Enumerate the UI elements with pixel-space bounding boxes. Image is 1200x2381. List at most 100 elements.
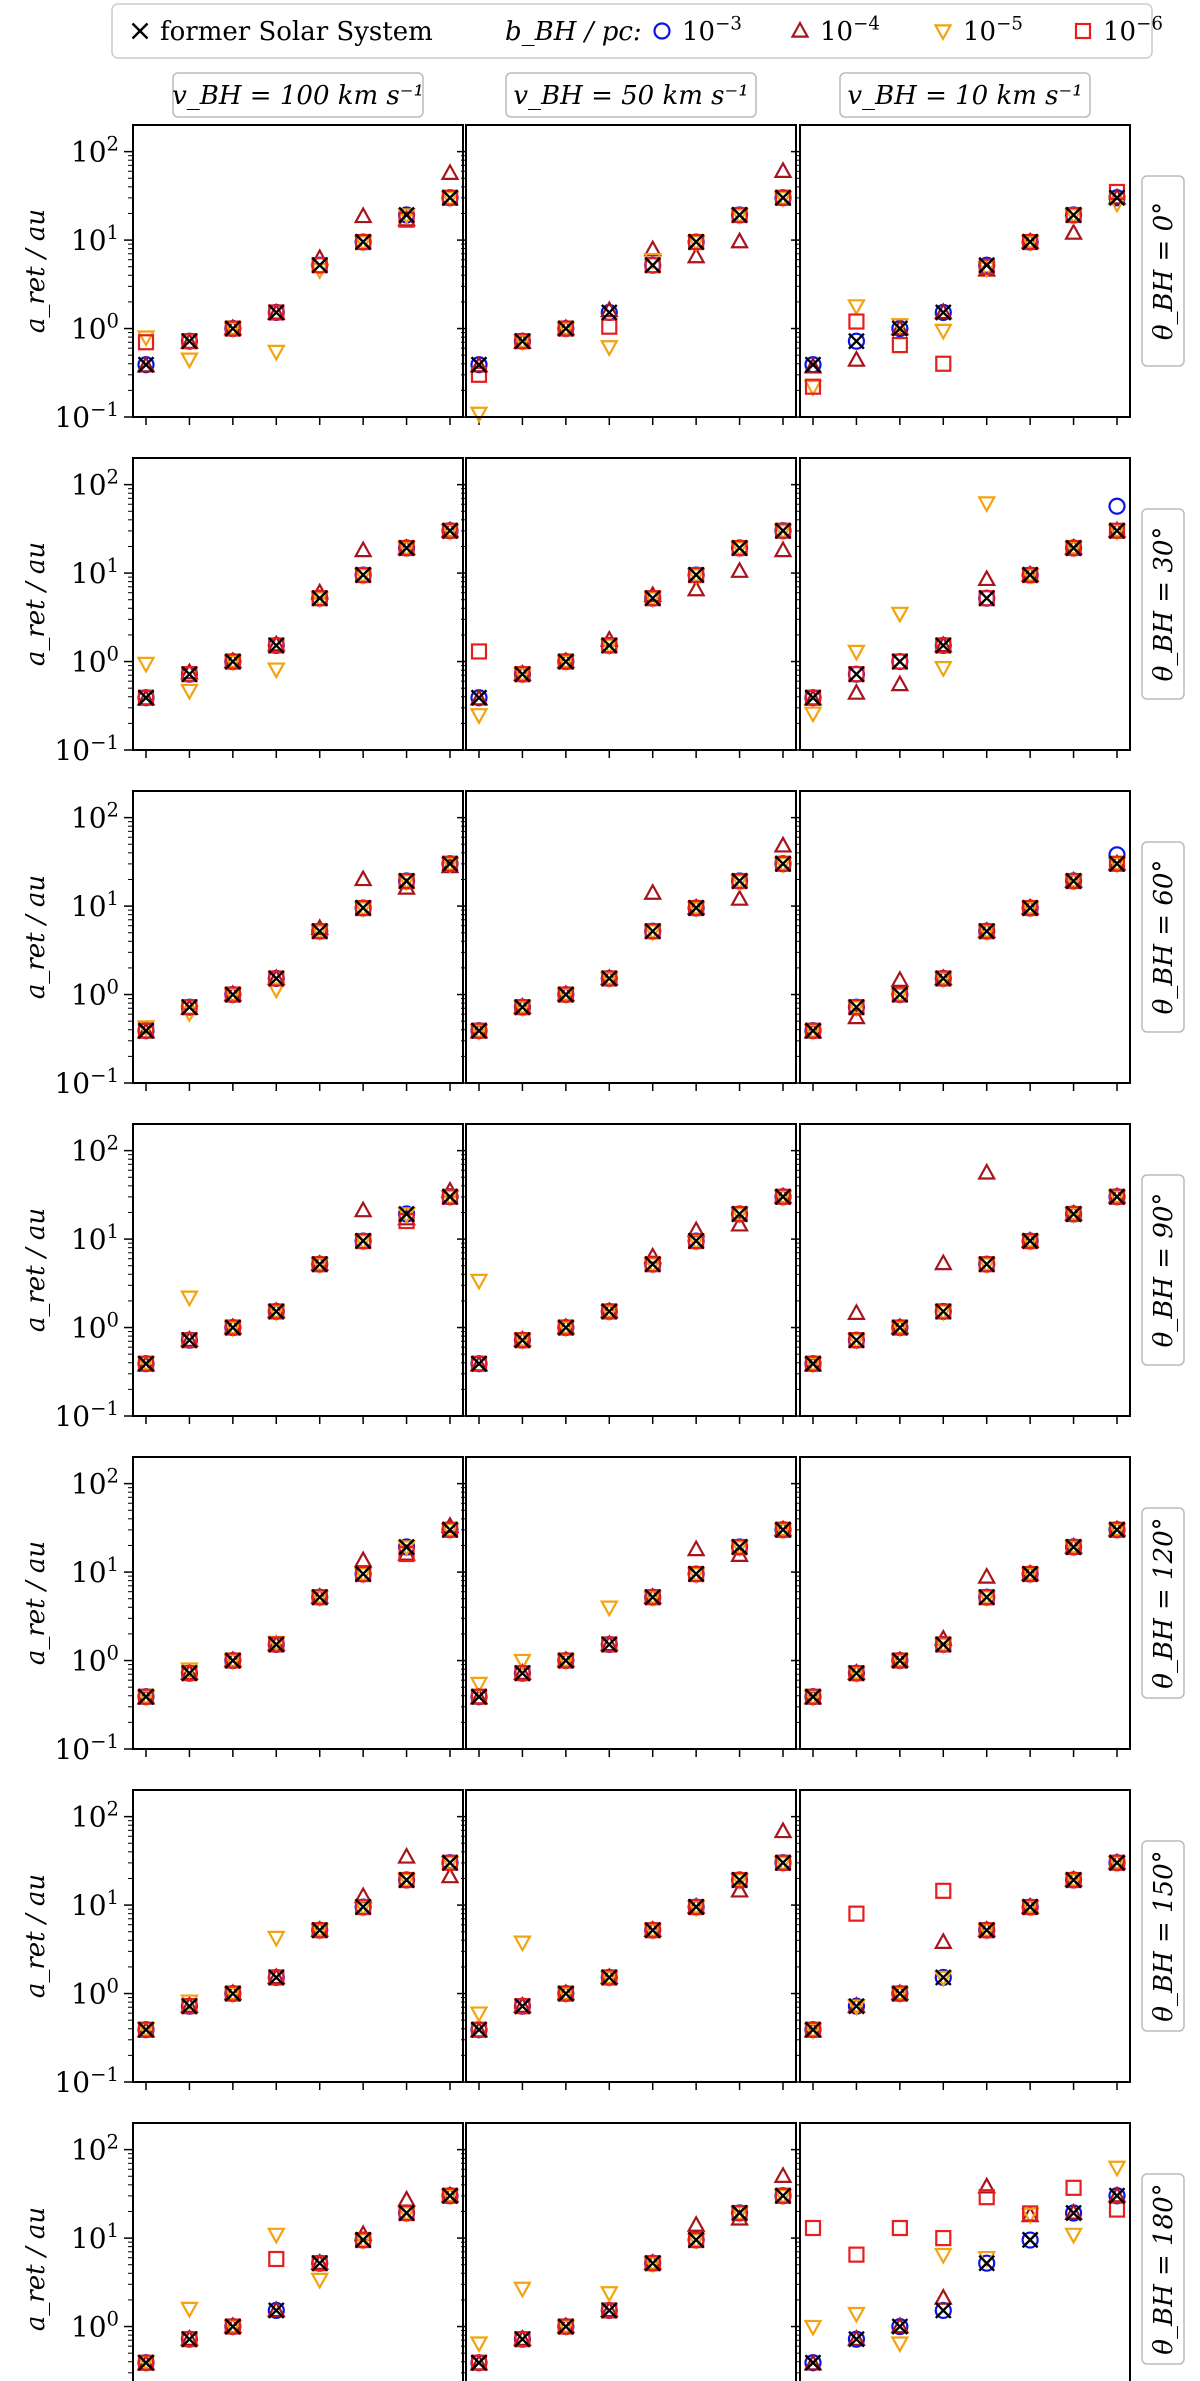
panel-frame [799, 1123, 1131, 1417]
y-tick-label: 102 [71, 2130, 119, 2166]
point-former [137, 2354, 155, 2372]
point-former [224, 1319, 242, 1336]
row-header-6: θ_BH = 180° [1149, 2183, 1179, 2354]
point-former [731, 539, 748, 557]
point-b5 [513, 1935, 532, 1953]
point-former [181, 665, 198, 683]
column-header-2: v_BH = 10 km s⁻¹ [847, 81, 1082, 111]
point-b4 [933, 1253, 953, 1271]
point-b4 [513, 2329, 532, 2346]
point-b5 [686, 235, 706, 253]
point-former [557, 653, 575, 670]
point-b6 [268, 304, 285, 321]
point-former [731, 872, 748, 890]
point-former [470, 1355, 488, 1373]
point-b6 [514, 2331, 531, 2348]
point-b4 [730, 888, 749, 906]
point-former [398, 1205, 415, 1223]
point-former [934, 2302, 952, 2319]
point-b6 [181, 1998, 198, 2015]
panel-r1-c1 [457, 457, 797, 758]
point-b6 [731, 1538, 748, 1556]
point-b5 [1020, 2207, 1040, 2225]
point-b5 [469, 1273, 489, 1291]
point-b6 [311, 2255, 328, 2272]
panel-frame [132, 1789, 464, 2083]
point-b6 [398, 872, 415, 890]
point-b4 [847, 1007, 866, 1025]
point-b6 [441, 855, 459, 872]
point-b5 [847, 1333, 866, 1351]
point-former [514, 665, 531, 683]
row-header-frame [1141, 841, 1185, 1033]
point-b5 [469, 1676, 489, 1694]
point-b4 [397, 877, 416, 895]
point-b6 [688, 1232, 705, 1250]
y-tick-label: 100 [71, 2307, 119, 2343]
point-b5 [686, 1234, 706, 1252]
point-b4 [890, 674, 910, 692]
panel-r2-c2 [791, 790, 1131, 1091]
y-tick-label: 10−1 [54, 2063, 119, 2099]
point-former [731, 1871, 748, 1889]
point-b6 [1022, 566, 1039, 584]
point-former [181, 998, 198, 1016]
panel-frame [132, 124, 464, 418]
point-b6 [644, 1922, 661, 1939]
point-b6 [1065, 206, 1082, 224]
point-former [774, 1521, 792, 1539]
point-b6 [891, 1652, 908, 1669]
row-header-4: θ_BH = 120° [1149, 1517, 1179, 1688]
point-b5 [310, 924, 330, 942]
row-header-frame [1141, 175, 1185, 367]
point-former [470, 1022, 488, 1040]
point-b5 [397, 874, 416, 892]
point-former [1108, 189, 1126, 207]
point-b5 [310, 1590, 330, 1608]
row-header-0: θ_BH = 0° [1149, 202, 1179, 340]
point-b5 [599, 2286, 619, 2304]
point-former [774, 522, 792, 540]
point-b5 [599, 1600, 619, 1618]
point-b6 [848, 1665, 865, 1682]
point-b6 [181, 999, 198, 1016]
point-former [731, 2204, 748, 2222]
point-former [398, 206, 415, 224]
point-former [644, 256, 662, 274]
point-former [398, 2204, 415, 2222]
point-b5 [310, 2272, 330, 2290]
point-b5 [933, 1970, 953, 1988]
point-former [600, 1636, 618, 1653]
point-b6 [441, 1521, 459, 1538]
point-former [311, 1921, 329, 1939]
point-b5 [353, 235, 373, 253]
point-b4 [686, 2215, 706, 2232]
point-b5 [773, 1856, 793, 1873]
point-b6 [688, 2231, 705, 2249]
row-header-frame [1141, 508, 1185, 700]
point-b5 [686, 1567, 706, 1585]
point-former [804, 1688, 822, 1706]
column-header-0: v_BH = 100 km s⁻¹ [172, 81, 424, 111]
point-b6 [688, 566, 705, 584]
point-b6 [891, 1319, 908, 1336]
point-b6 [978, 1922, 995, 1939]
point-b4 [353, 869, 373, 887]
point-b6 [1065, 1205, 1082, 1223]
point-b6 [774, 2187, 792, 2204]
legend-label-b6: 10−6 [1103, 14, 1163, 47]
point-b6 [181, 1665, 198, 1682]
point-b4 [773, 540, 793, 558]
point-former [1108, 522, 1126, 540]
panel-r3-c1 [457, 1123, 797, 1424]
legend-marker-b3 [653, 22, 671, 40]
point-b4 [266, 2300, 286, 2318]
point-b5 [440, 1523, 460, 1540]
point-former [1108, 1188, 1126, 1206]
panel-r1-c0: 10−1 100 101 102 [54, 457, 464, 767]
point-former [267, 1636, 285, 1653]
point-former [1065, 872, 1082, 890]
point-b6 [557, 2318, 574, 2335]
column-header-frame [172, 72, 424, 118]
point-former [848, 1664, 865, 1682]
